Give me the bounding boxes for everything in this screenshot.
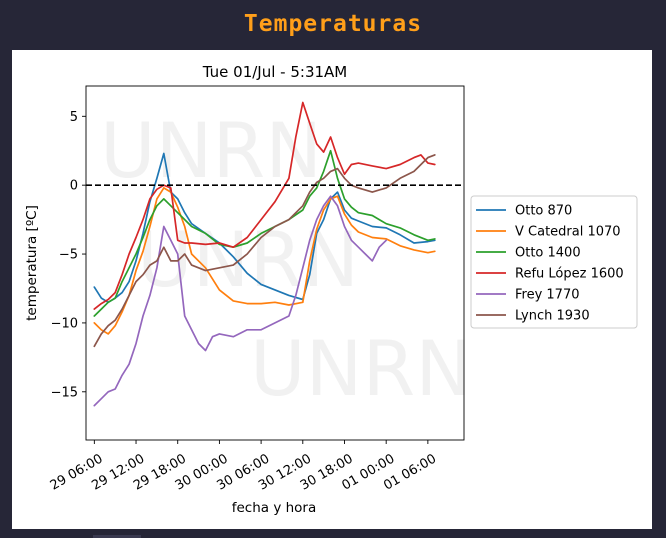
legend-label-3: Otto 1400 xyxy=(515,246,581,261)
x-axis-label: fecha y hora xyxy=(232,500,317,516)
y-axis-label: temperatura [ºC] xyxy=(24,205,40,321)
series-line-6 xyxy=(93,154,436,348)
app-header: Temperaturas xyxy=(0,0,666,48)
bottom-scroll-mark xyxy=(93,535,141,538)
plot-frame xyxy=(85,85,465,441)
y-tick-label-2: 0 xyxy=(70,179,78,194)
legend-label-1: Otto 870 xyxy=(515,204,572,219)
legend-label-4: Refu López 1600 xyxy=(515,267,624,282)
series-line-3 xyxy=(93,149,436,317)
y-tick-label-4: −10 xyxy=(51,316,78,331)
legend-label-5: Frey 1770 xyxy=(515,288,580,303)
legend-label-6: Lynch 1930 xyxy=(515,309,590,324)
legend-label-2: V Catedral 1070 xyxy=(515,225,621,240)
watermark-text-middle: UNRN xyxy=(137,215,359,304)
watermark-text-top: UNRN xyxy=(100,106,322,195)
y-tick-label-5: −15 xyxy=(51,385,78,400)
app-title: Temperaturas xyxy=(243,11,423,37)
series-line-2 xyxy=(93,187,436,335)
y-tick-label-3: −5 xyxy=(59,248,78,263)
series-line-1 xyxy=(93,152,436,304)
legend-frame xyxy=(470,195,638,329)
watermark-group: UNRN UNRN UNRN xyxy=(100,106,472,413)
legend: Otto 870 V Catedral 1070 Otto 1400 Refu Lóp… xyxy=(470,195,638,329)
series-line-4 xyxy=(93,101,436,310)
y-tick-label-1: 5 xyxy=(70,110,78,125)
chart-panel: UNRN UNRN UNRN 29 06:00 29 12:00 29 18:00 3… xyxy=(12,50,652,529)
watermark-text-bottom: UNRN xyxy=(250,324,472,413)
chart-title: Tue 01/Jul - 5:31AM xyxy=(202,63,347,81)
bottom-strip xyxy=(0,529,666,538)
series-layer xyxy=(93,101,436,407)
series-line-5 xyxy=(93,195,388,407)
